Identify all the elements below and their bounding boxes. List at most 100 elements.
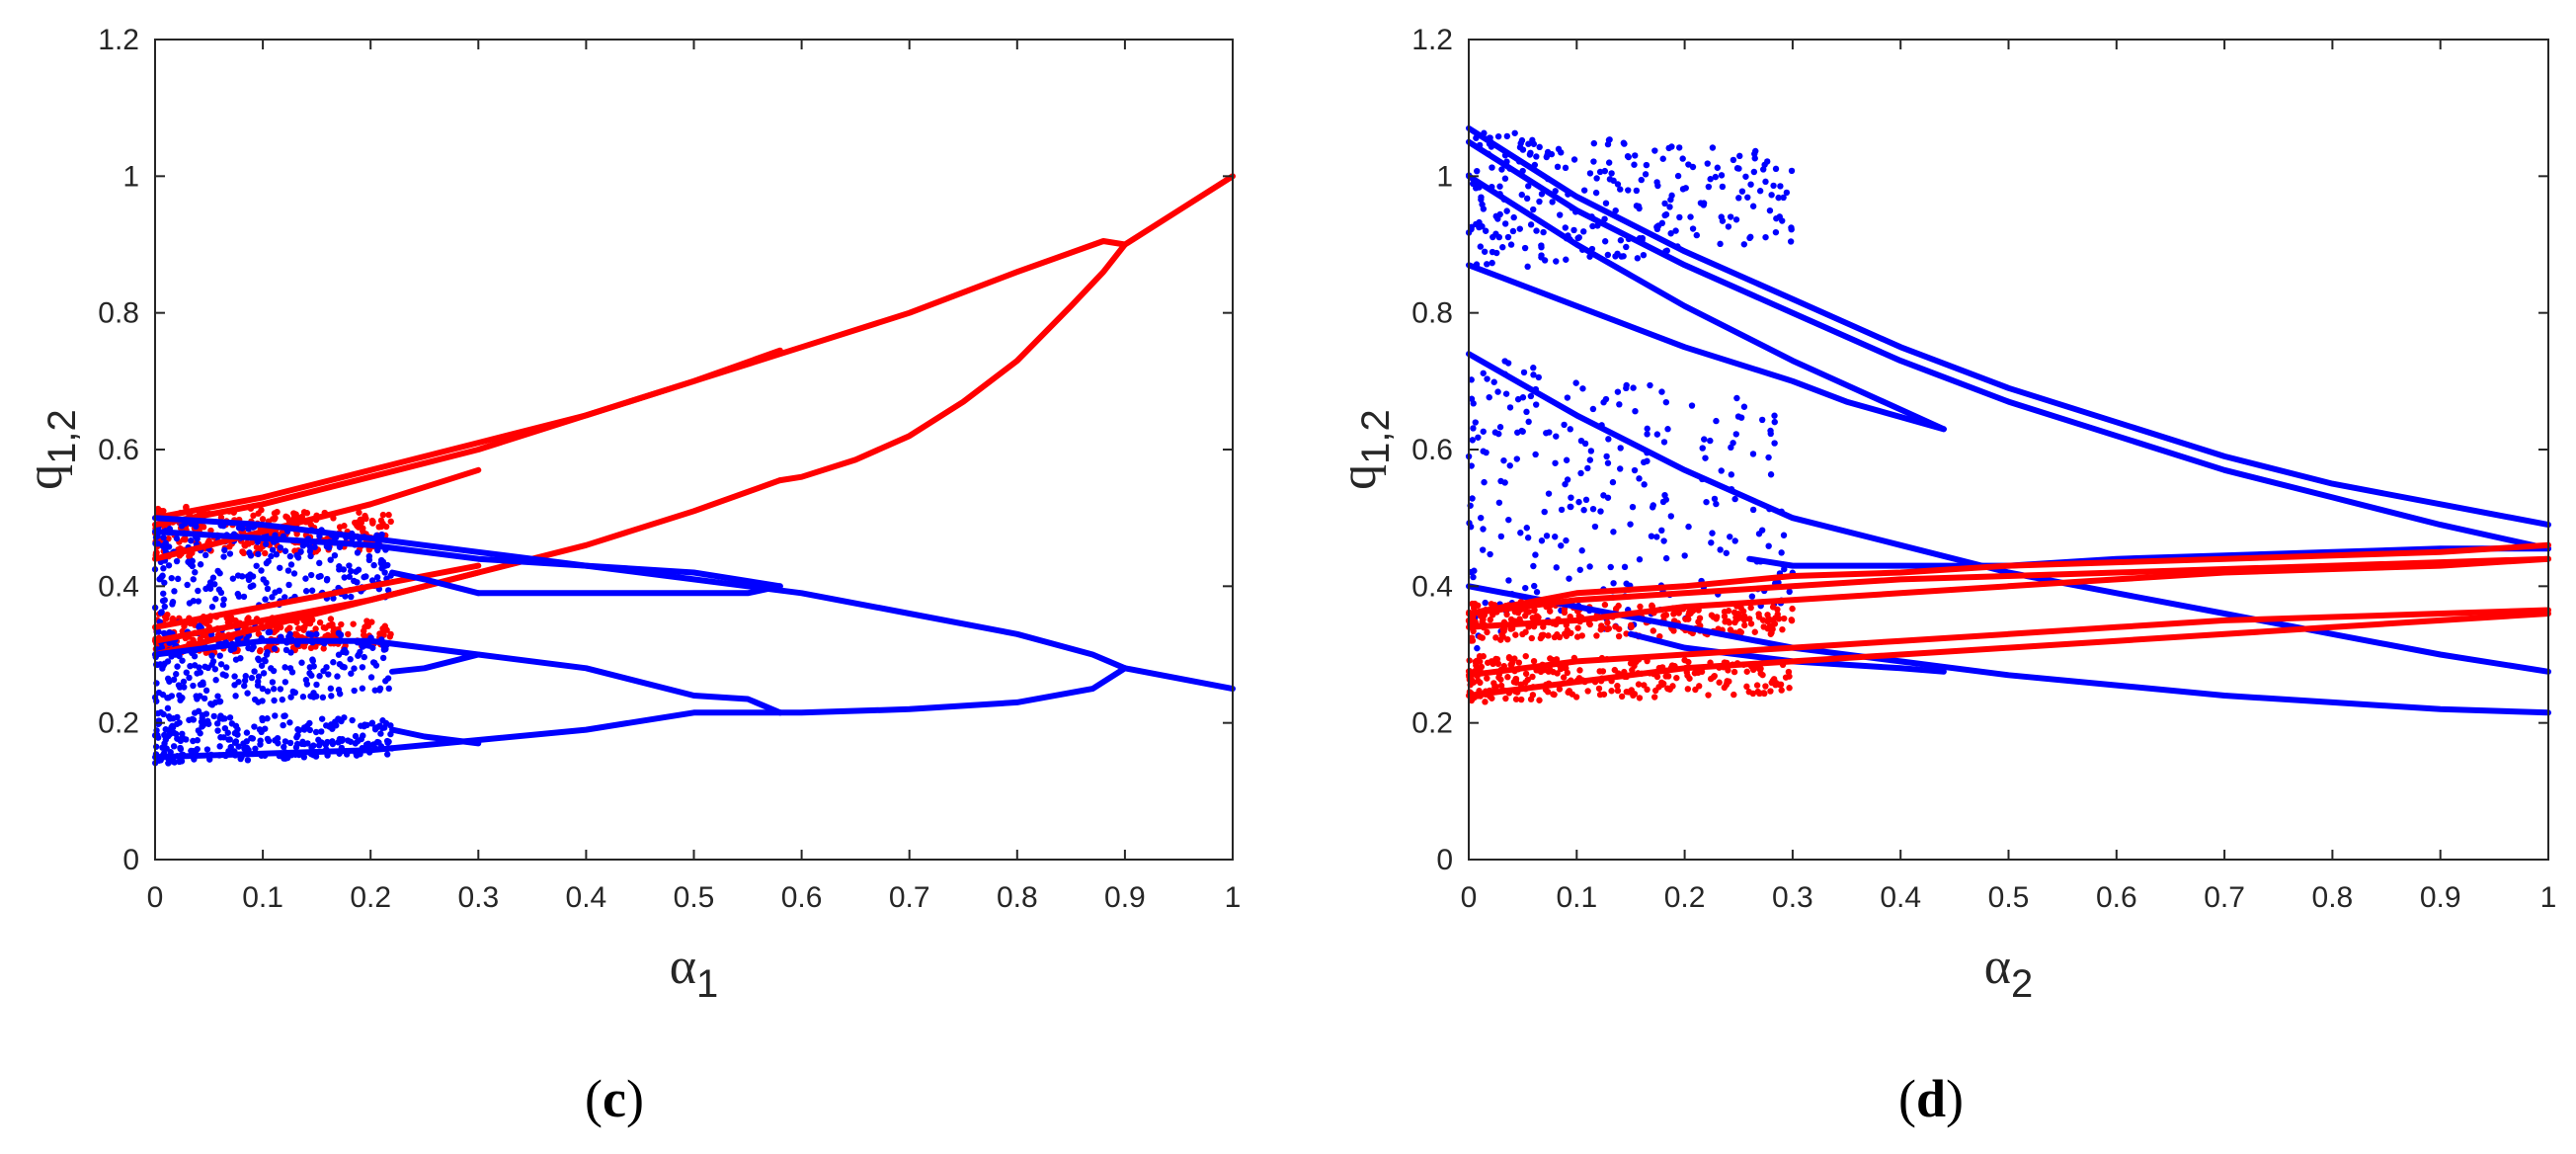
scatter-point (325, 671, 332, 678)
scatter-point (1676, 213, 1683, 221)
scatter-point (1627, 521, 1634, 528)
scatter-point (327, 616, 335, 622)
series-line-blue (389, 726, 482, 747)
scatter-point (1468, 223, 1475, 230)
scatter-point (178, 523, 186, 530)
scatter-point (1658, 388, 1665, 395)
scatter-point (265, 737, 273, 745)
scatter-point (1514, 609, 1522, 617)
scatter-point (1470, 573, 1477, 581)
scatter-point (1699, 445, 1706, 452)
scatter-point (1489, 164, 1495, 171)
scatter-point (318, 728, 325, 735)
scatter-point (1569, 691, 1576, 698)
scatter-point (306, 719, 313, 727)
scatter-point (1759, 166, 1767, 173)
scatter-point (1601, 601, 1609, 609)
scatter-point (1541, 508, 1548, 516)
scatter-point (239, 548, 246, 555)
scatter-point (1764, 625, 1771, 632)
scatter-point (168, 574, 175, 582)
scatter-point (214, 693, 221, 700)
scatter-point (346, 562, 353, 569)
scatter-point (377, 559, 385, 567)
scatter-point (258, 662, 266, 669)
scatter-point (307, 521, 315, 529)
scatter-point (292, 744, 300, 751)
scatter-point (281, 712, 287, 720)
series-line-blue (389, 651, 482, 675)
scatter-point (336, 691, 344, 698)
scatter-point (1624, 152, 1632, 160)
scatter-point (307, 552, 314, 560)
scatter-point (251, 723, 258, 730)
scatter-point (333, 722, 340, 729)
scatter-point (299, 694, 307, 701)
scatter-point (1617, 186, 1624, 193)
scatter-point (165, 732, 172, 740)
scatter-point (284, 567, 292, 574)
scatter-point (1730, 440, 1736, 447)
scatter-point (1705, 183, 1713, 191)
scatter-point (256, 647, 264, 655)
scatter-point (255, 550, 262, 558)
scatter-point (1552, 534, 1559, 540)
scatter-point (1787, 238, 1795, 245)
scatter-point (1788, 617, 1796, 624)
scatter-point (299, 738, 306, 746)
scatter-point (367, 674, 375, 681)
scatter-point (1524, 535, 1532, 541)
scatter-point (1637, 603, 1644, 611)
scatter-point (1545, 490, 1553, 497)
scatter-point (1617, 445, 1624, 452)
scatter-point (217, 589, 225, 597)
series-line-blue (1466, 173, 1947, 433)
scatter-point (272, 589, 279, 596)
scatter-point (1570, 156, 1578, 163)
scatter-point (365, 642, 372, 649)
scatter-point (1760, 690, 1768, 697)
scatter-point (1743, 683, 1750, 691)
scatter-point (226, 736, 233, 743)
scatter-point (1697, 200, 1705, 206)
scatter-point (249, 735, 257, 742)
scatter-point (164, 611, 171, 618)
scatter-point (336, 660, 344, 668)
scatter-point (1775, 194, 1782, 202)
scatter-point (1757, 670, 1764, 677)
scatter-point (1741, 621, 1748, 629)
scatter-point (1531, 607, 1538, 614)
scatter-point (1589, 222, 1596, 230)
scatter-point (1552, 459, 1559, 466)
series-line-red (152, 569, 482, 644)
x-ticks: 0 0.1 0.2 0.3 0.4 0.5 0.6 0.7 0.8 0.9 1 (147, 40, 1241, 914)
scatter-point (1489, 233, 1496, 241)
scatter-point (1780, 532, 1788, 538)
scatter-point (1670, 611, 1677, 618)
scatter-point (1563, 256, 1570, 263)
scatter-point (1768, 192, 1775, 199)
scatter-point (173, 535, 181, 542)
scatter-point (1475, 677, 1482, 685)
scatter-point (354, 549, 362, 556)
scatter-point (1631, 466, 1639, 474)
scatter-point (1731, 537, 1738, 544)
scatter-point (1747, 620, 1755, 627)
series-line-red (776, 241, 1128, 484)
scatter-point (1468, 462, 1475, 469)
scatter-point (1474, 644, 1481, 652)
scatter-point (352, 732, 360, 740)
scatter-point (1711, 495, 1719, 503)
scatter-point (205, 583, 212, 590)
scatter-point (202, 710, 210, 717)
scatter-point (384, 751, 391, 758)
scatter-point (1672, 227, 1679, 234)
scatter-point (1582, 496, 1590, 504)
series-line-blue (776, 665, 1128, 716)
scatter-point (351, 665, 358, 672)
scatter-point (1634, 255, 1642, 262)
scatter-point (1570, 226, 1577, 234)
scatter-point (170, 676, 178, 684)
scatter-point (1707, 176, 1714, 183)
scatter-point (240, 740, 247, 747)
